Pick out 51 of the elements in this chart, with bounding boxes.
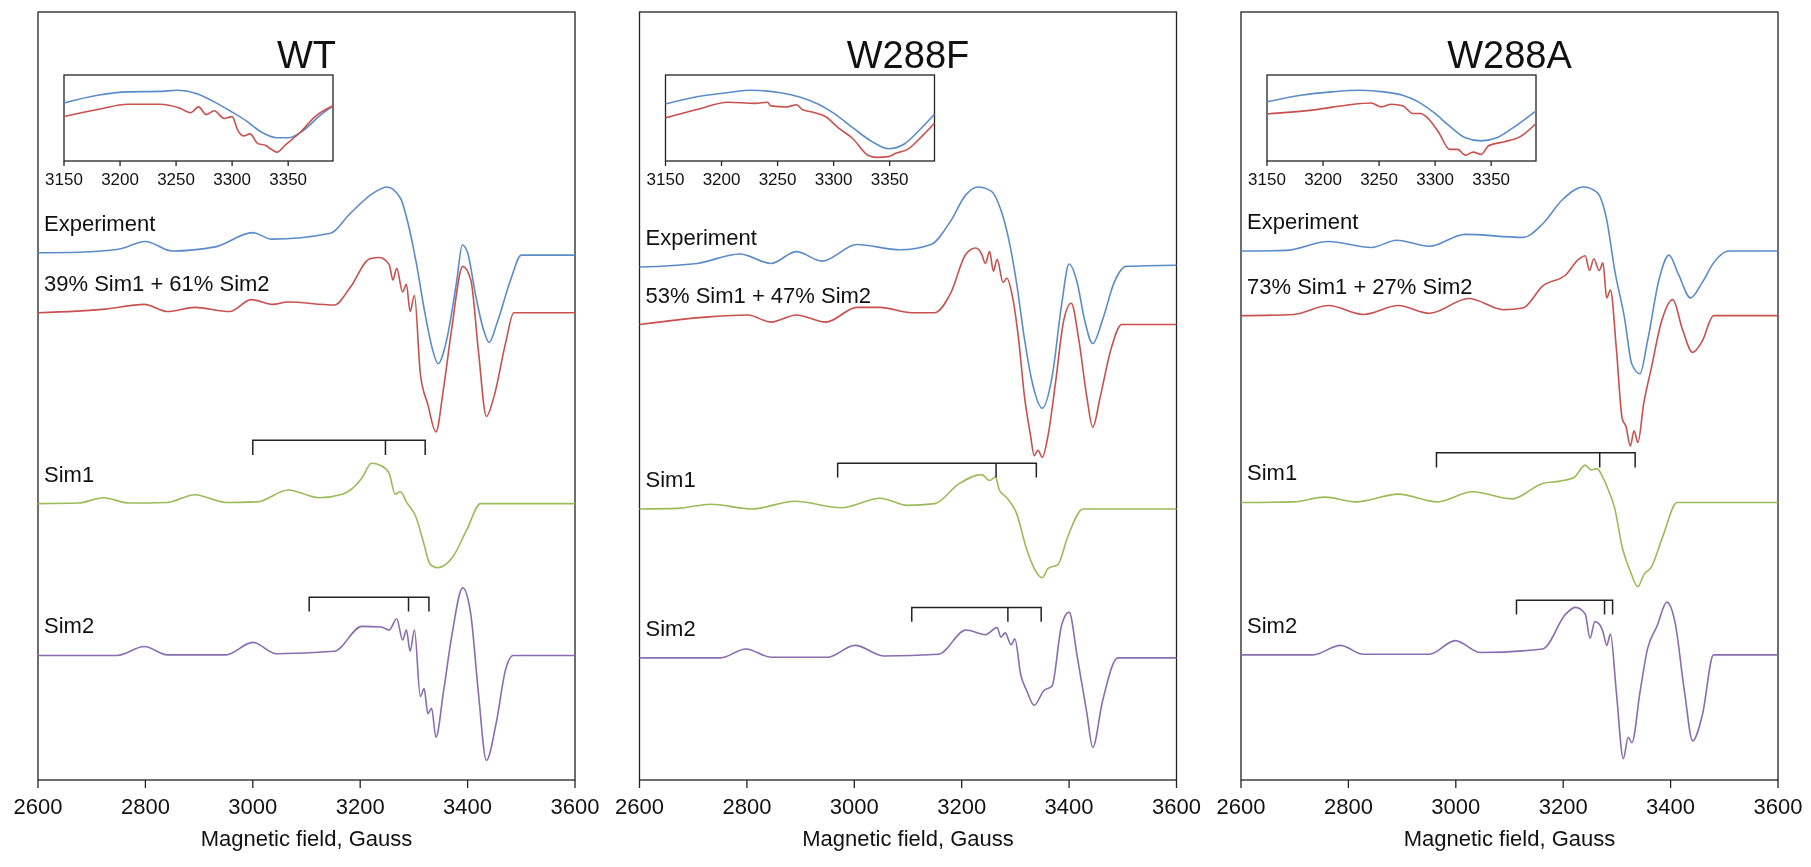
x-tick-label: 3000 [228, 794, 278, 819]
series-label: 53% Sim1 + 47% Sim2 [645, 282, 872, 308]
series-label: Experiment [44, 210, 156, 236]
x-tick-label: 3200 [937, 794, 987, 819]
x-tick-label: 3200 [702, 170, 741, 189]
series-label: Sim1 [44, 461, 95, 487]
x-tick-label: 3250 [157, 170, 195, 189]
series-label: 39% Sim1 + 61% Sim2 [44, 270, 270, 296]
x-tick-label: 3600 [550, 794, 600, 819]
x-tick-label: 2600 [1216, 794, 1266, 819]
x-tick-label: 3400 [1044, 794, 1094, 819]
series-label: Sim1 [1247, 460, 1298, 486]
x-tick-label: 3200 [335, 794, 385, 819]
series-label: 73% Sim1 + 27% Sim2 [1247, 273, 1473, 299]
x-axis-title: Magnetic field, Gauss [802, 826, 1014, 851]
x-tick-label: 3300 [814, 170, 853, 189]
x-tick-label: 3300 [1416, 170, 1455, 189]
x-tick-label: 3300 [213, 170, 252, 189]
x-tick-label: 2600 [615, 794, 664, 819]
x-tick-label: 2800 [722, 794, 772, 819]
x-tick-label: 3200 [101, 170, 139, 189]
series-label: Experiment [1247, 209, 1359, 234]
x-tick-label: 3200 [1304, 170, 1342, 189]
x-tick-label: 3400 [1646, 794, 1696, 819]
x-tick-label: 3150 [1248, 170, 1286, 189]
series-label: Experiment [645, 225, 757, 251]
x-axis-title: Magnetic field, Gauss [1403, 826, 1616, 851]
chart-title: W288F [846, 34, 970, 76]
x-tick-label: 3250 [758, 170, 797, 189]
x-tick-label: 3250 [1360, 170, 1398, 189]
x-tick-label: 2600 [13, 794, 63, 819]
series-label: Sim1 [645, 466, 696, 492]
series-label: Sim2 [645, 615, 696, 641]
x-tick-label: 3350 [1472, 170, 1511, 189]
x-tick-label: 3350 [269, 170, 308, 189]
x-axis-title: Magnetic field, Gauss [200, 826, 413, 851]
chart-title: WT [276, 34, 337, 76]
series-label: Sim2 [44, 613, 95, 639]
x-tick-label: 3600 [1152, 794, 1201, 819]
x-tick-label: 3200 [1538, 794, 1588, 819]
x-tick-label: 3350 [870, 170, 909, 189]
x-tick-label: 3600 [1753, 794, 1803, 819]
x-tick-label: 2800 [1323, 794, 1373, 819]
x-tick-label: 3000 [829, 794, 879, 819]
x-tick-label: 3000 [1431, 794, 1481, 819]
x-tick-label: 3150 [646, 170, 685, 189]
x-tick-label: 3150 [45, 170, 83, 189]
series-label: Sim2 [1247, 612, 1298, 638]
x-tick-label: 2800 [120, 794, 170, 819]
chart-title: W288A [1447, 34, 1573, 76]
x-tick-label: 3400 [443, 794, 493, 819]
